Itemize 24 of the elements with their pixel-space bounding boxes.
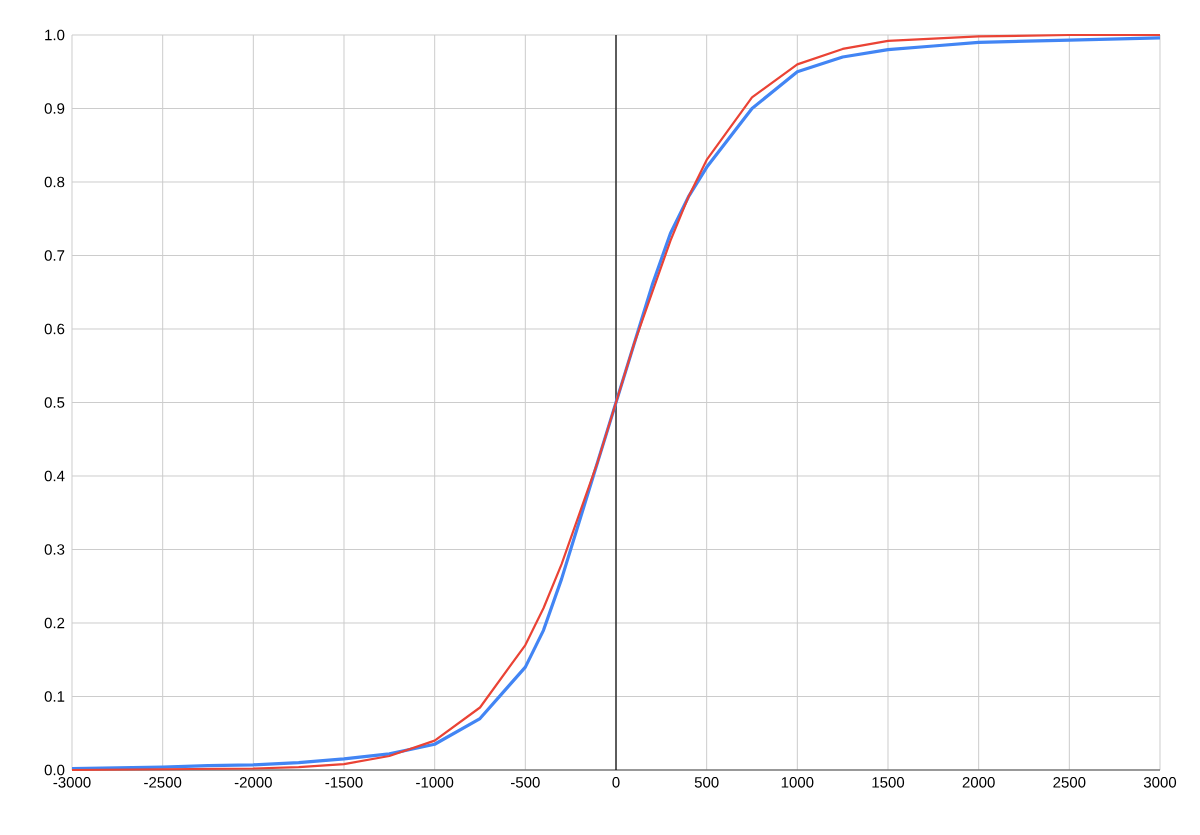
y-tick-label: 0.9 [44,103,65,114]
x-tick-label: -1500 [325,777,363,788]
x-tick-label: -500 [510,777,540,788]
x-tick-label: 1000 [781,777,814,788]
x-tick-label: -2500 [144,777,182,788]
x-tick-label: 0 [612,777,620,788]
y-tick-label: 0.8 [44,176,65,188]
y-tick-label: 0.6 [44,323,65,335]
y-tick-label: 0.4 [44,470,65,482]
x-tick-label: 2500 [1053,777,1086,788]
y-tick-label: 0.1 [44,691,65,702]
y-tick-label: 1.0 [45,29,65,41]
x-tick-label: 500 [694,777,719,788]
y-tick-label: 0.2 [44,617,65,629]
y-tick-label: 0.5 [44,397,65,408]
x-tick-label: 3000 [1143,777,1177,788]
x-tick-label: -3000 [53,777,91,788]
x-tick-label: -2000 [234,777,272,788]
x-tick-label: -1000 [416,777,454,788]
x-tick-label: 2000 [962,777,995,788]
y-tick-label: 0.7 [44,250,65,261]
x-tick-label: 1500 [872,777,905,788]
y-tick-label: 0.3 [44,544,65,555]
y-tick-label: 0.0 [44,764,65,776]
